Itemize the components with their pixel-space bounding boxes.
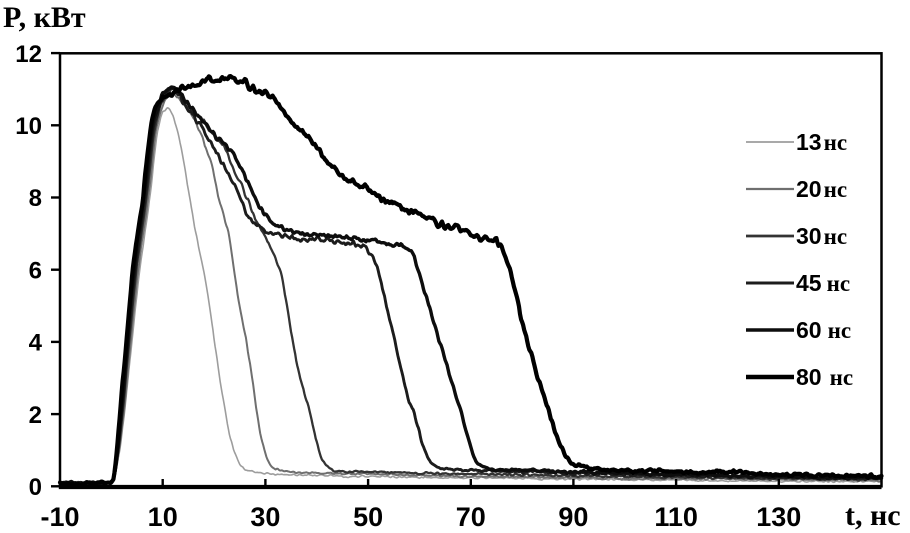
svg-text:30: 30 [250,502,280,532]
svg-text:8: 8 [29,185,42,212]
svg-text:50: 50 [353,502,383,532]
svg-text:t, нс: t, нс [845,499,901,532]
svg-text:0: 0 [29,474,42,501]
svg-text:4: 4 [29,330,43,357]
svg-text:10: 10 [15,113,42,140]
svg-text:10: 10 [148,502,178,532]
svg-text:12: 12 [15,41,42,68]
svg-text:-10: -10 [40,502,79,532]
svg-text:2: 2 [29,402,42,429]
svg-text:6: 6 [29,257,42,284]
svg-text:130: 130 [756,502,801,532]
svg-text:90: 90 [558,502,588,532]
svg-text:P, кВт: P, кВт [3,1,86,34]
svg-text:70: 70 [456,502,486,532]
svg-text:20нс: 20нс [796,176,847,202]
svg-text:30нс: 30нс [796,223,847,249]
svg-text:110: 110 [654,502,698,532]
svg-text:13нс: 13нс [796,129,847,155]
